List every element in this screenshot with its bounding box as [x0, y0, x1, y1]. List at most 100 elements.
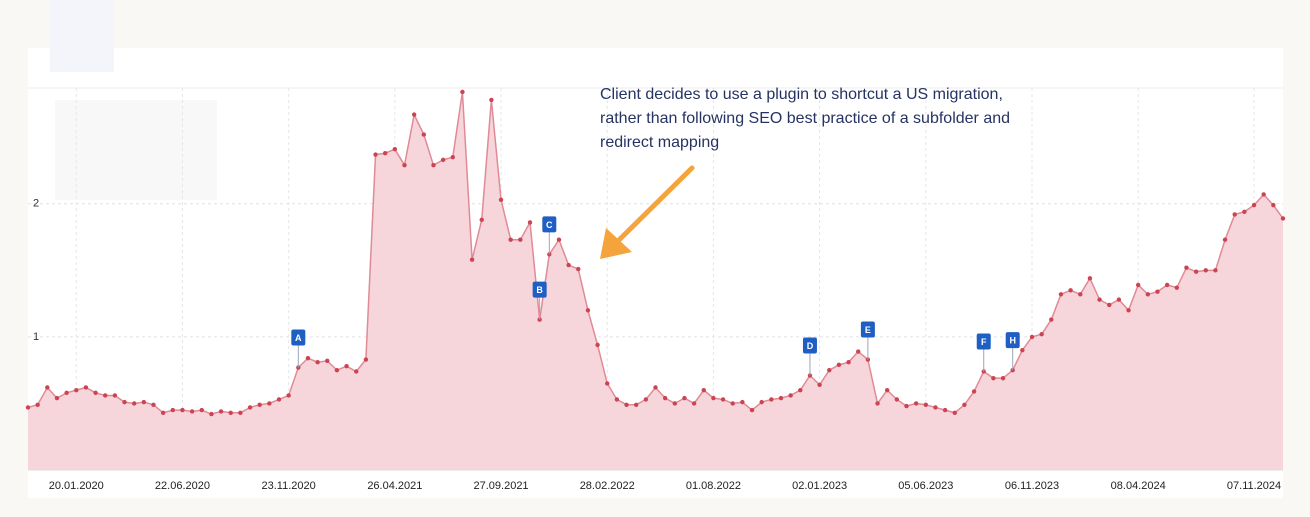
area	[28, 91, 1283, 470]
x-tick-label: 05.06.2023	[898, 480, 953, 492]
marker-badge	[976, 333, 991, 350]
point	[421, 132, 427, 137]
point	[1280, 216, 1286, 221]
point	[672, 401, 678, 406]
point	[971, 389, 977, 394]
point	[778, 395, 784, 401]
point	[759, 399, 764, 405]
x-tick-label: 27.09.2021	[474, 480, 529, 492]
point	[489, 97, 494, 103]
point	[286, 393, 291, 398]
point	[1242, 209, 1247, 214]
point	[74, 387, 79, 393]
marker-badge	[1005, 332, 1020, 349]
point	[460, 89, 465, 95]
point	[1000, 375, 1006, 381]
point	[1261, 192, 1266, 197]
point	[1155, 289, 1160, 294]
point	[740, 399, 745, 405]
x-tick-label: 28.02.2022	[580, 480, 635, 492]
point	[1087, 276, 1093, 281]
point	[1232, 212, 1237, 217]
marker-label: D	[807, 341, 814, 351]
point	[942, 407, 948, 413]
point	[276, 397, 282, 402]
y-tick-label: 1	[33, 331, 39, 343]
point	[1058, 292, 1064, 297]
point	[923, 402, 929, 407]
point	[556, 237, 562, 242]
point	[122, 399, 127, 405]
x-tick-label: 06.11.2023	[1005, 480, 1059, 492]
point	[199, 407, 204, 413]
point	[682, 395, 687, 401]
point	[1184, 265, 1189, 270]
marker-badge	[291, 329, 306, 346]
x-tick-label: 20.01.2020	[49, 480, 104, 492]
point	[827, 367, 832, 373]
point	[508, 237, 513, 242]
point	[1097, 297, 1102, 302]
point	[103, 393, 108, 398]
marker-badge	[802, 337, 817, 354]
point	[1213, 268, 1218, 273]
point	[450, 155, 455, 160]
point	[1135, 282, 1141, 288]
point	[798, 387, 803, 393]
point	[633, 402, 639, 407]
point	[1251, 202, 1257, 208]
point	[817, 382, 822, 388]
point	[846, 359, 851, 365]
marker-badge	[542, 216, 557, 233]
point	[595, 342, 600, 348]
point	[1164, 282, 1170, 288]
point	[691, 401, 697, 406]
point	[1203, 268, 1208, 273]
point	[93, 390, 98, 396]
point	[363, 357, 369, 362]
point	[769, 397, 774, 402]
point	[1116, 297, 1122, 302]
point	[228, 410, 233, 415]
point	[160, 410, 166, 415]
point	[64, 390, 69, 396]
marker-badge	[532, 281, 547, 298]
point	[894, 397, 900, 402]
point	[585, 308, 591, 313]
marker-label: H	[1009, 336, 1016, 346]
point	[933, 405, 938, 410]
x-tick-label: 23.11.2020	[262, 480, 316, 492]
point	[305, 355, 311, 361]
point	[267, 401, 272, 406]
tab	[50, 0, 114, 72]
point	[402, 162, 407, 168]
point	[151, 402, 156, 407]
point	[45, 385, 50, 390]
marker-label: A	[295, 333, 302, 343]
point	[218, 409, 224, 414]
y-tick-label: 2	[33, 198, 39, 210]
point	[856, 349, 861, 354]
point	[962, 402, 967, 407]
point	[440, 157, 446, 163]
point	[1107, 302, 1112, 308]
point	[991, 375, 996, 381]
point	[730, 401, 735, 406]
point	[257, 402, 262, 407]
x-tick-label: 07.11.2024	[1227, 480, 1281, 492]
point	[1222, 237, 1228, 242]
x-tick-label: 02.01.2023	[792, 480, 847, 492]
point	[54, 395, 60, 401]
point	[788, 393, 793, 398]
point	[711, 395, 716, 401]
marker-label: C	[546, 220, 553, 230]
point	[566, 262, 571, 268]
point	[354, 369, 359, 374]
point	[614, 397, 620, 402]
point	[1068, 288, 1073, 293]
point	[170, 407, 176, 413]
point	[605, 381, 610, 386]
point	[653, 385, 658, 390]
annotation-text: rather than following SEO best practice …	[600, 110, 1010, 127]
